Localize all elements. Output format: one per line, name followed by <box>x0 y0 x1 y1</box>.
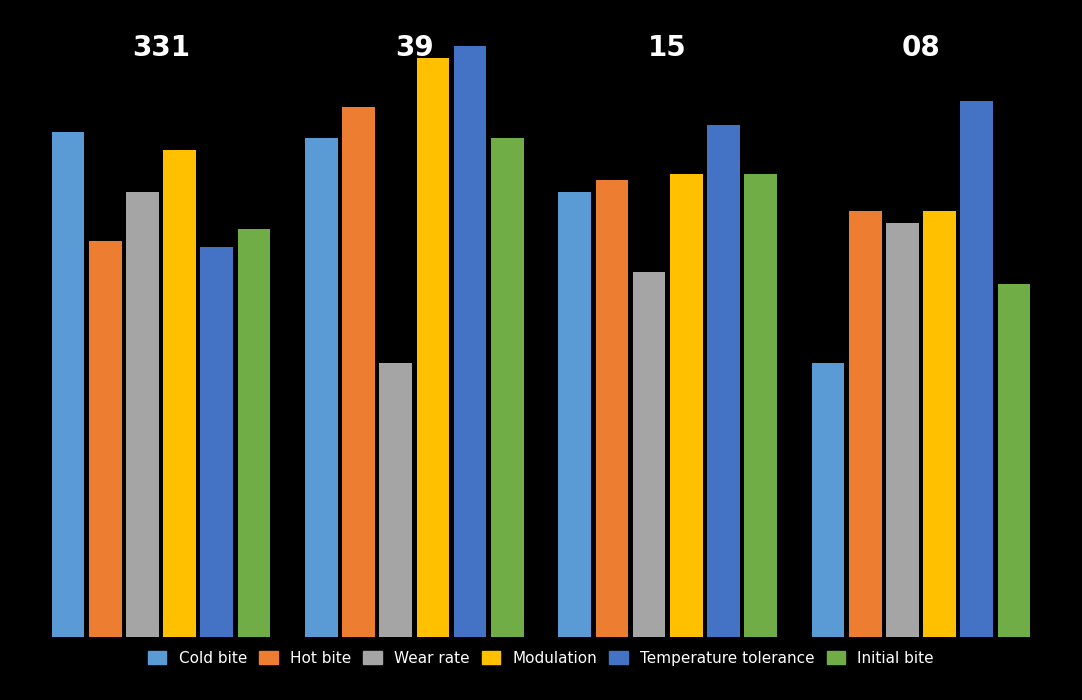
Bar <box>961 101 993 637</box>
Bar <box>812 363 844 637</box>
Bar <box>670 174 702 637</box>
Bar <box>886 223 919 637</box>
Text: 39: 39 <box>395 34 434 62</box>
Bar <box>417 59 449 637</box>
Bar <box>633 272 665 637</box>
Bar <box>52 132 84 637</box>
Bar <box>923 211 956 637</box>
Bar <box>126 193 159 637</box>
Bar <box>89 241 121 637</box>
Text: 15: 15 <box>648 34 687 62</box>
Bar <box>744 174 777 637</box>
Bar <box>595 180 629 637</box>
Bar <box>238 229 270 637</box>
Bar <box>998 284 1030 637</box>
Legend: Cold bite, Hot bite, Wear rate, Modulation, Temperature tolerance, Initial bite: Cold bite, Hot bite, Wear rate, Modulati… <box>142 645 940 672</box>
Bar <box>305 138 338 637</box>
Bar <box>453 46 487 637</box>
Bar <box>342 107 375 637</box>
Bar <box>380 363 412 637</box>
Bar <box>558 193 591 637</box>
Bar <box>200 247 233 637</box>
Bar <box>707 125 740 637</box>
Bar <box>163 150 196 637</box>
Bar <box>849 211 882 637</box>
Text: 08: 08 <box>901 34 940 62</box>
Bar <box>491 138 524 637</box>
Text: 331: 331 <box>132 34 190 62</box>
